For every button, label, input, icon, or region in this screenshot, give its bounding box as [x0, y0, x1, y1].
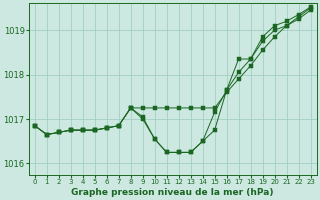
X-axis label: Graphe pression niveau de la mer (hPa): Graphe pression niveau de la mer (hPa) [71, 188, 274, 197]
